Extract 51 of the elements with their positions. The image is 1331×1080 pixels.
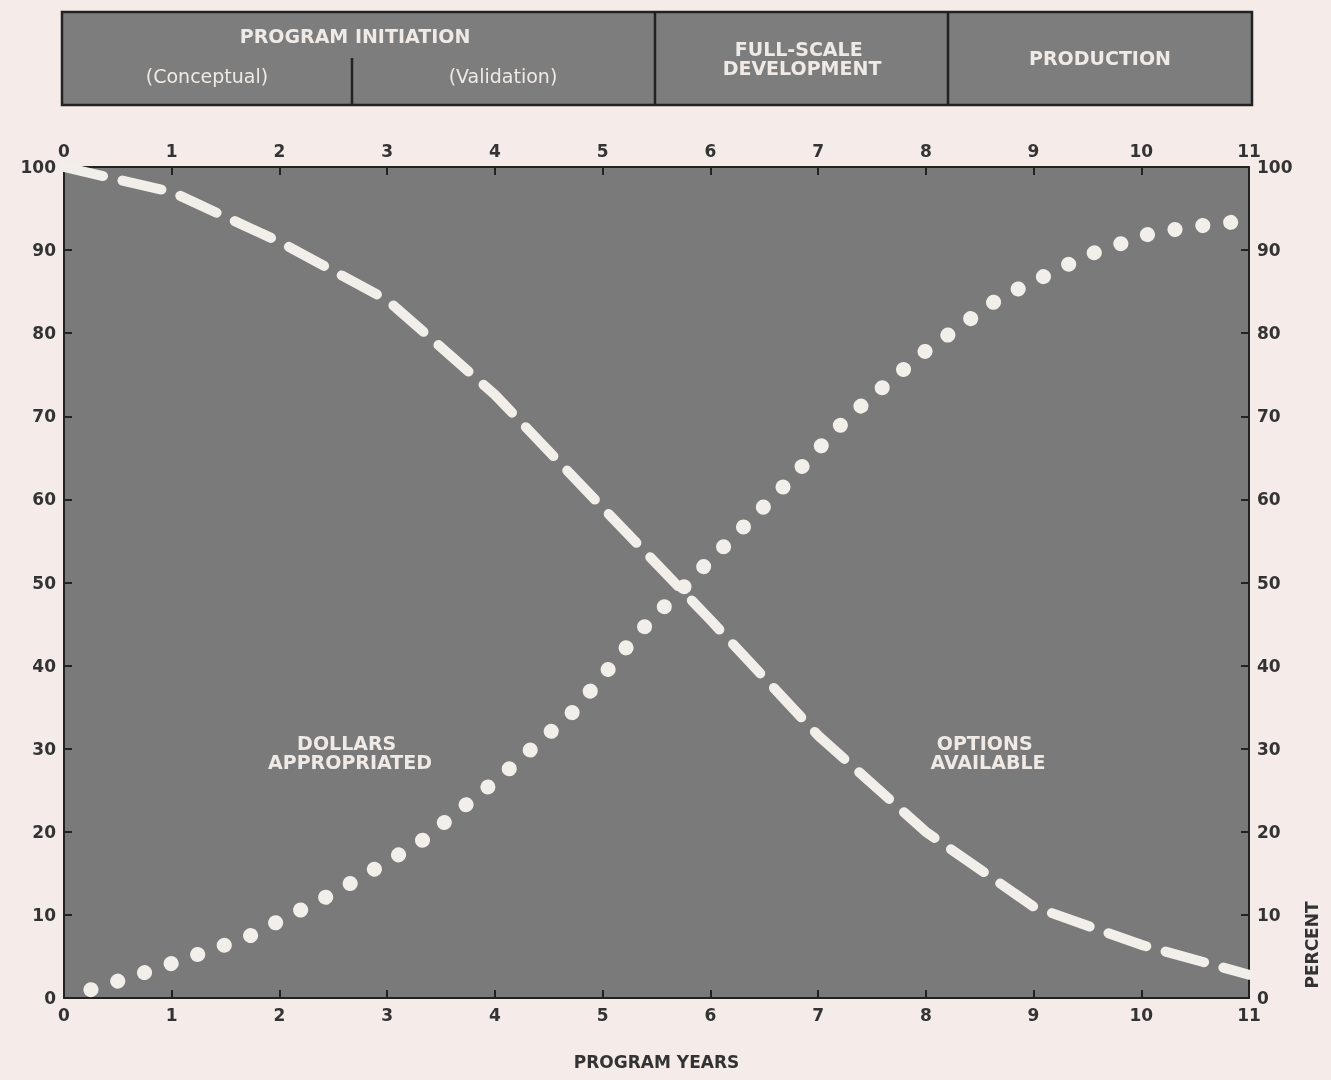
y-tick-label: 10 <box>32 904 57 925</box>
annotation: DOLLARS APPROPRIATED <box>268 731 432 773</box>
y-tick-label: 30 <box>32 738 57 759</box>
y2-tick-label: 10 <box>1257 904 1281 925</box>
x2-tick-label: 9 <box>1027 140 1040 161</box>
y2-tick-label: 60 <box>1257 489 1281 510</box>
x-tick-label: 7 <box>812 1004 825 1025</box>
x-tick-label: 1 <box>165 1004 178 1025</box>
y-tick-label: 20 <box>32 821 57 842</box>
y2-tick-label: 50 <box>1257 572 1281 593</box>
y-tick-label: 40 <box>32 655 57 676</box>
x-tick-label: 4 <box>488 1004 501 1025</box>
annotation: OPTIONS AVAILABLE <box>930 731 1046 773</box>
text: (Validation) <box>448 65 558 87</box>
text: (Conceptual) <box>145 65 269 87</box>
x-tick-label: 3 <box>381 1004 394 1025</box>
x2-tick-label: 3 <box>381 140 394 161</box>
x2-tick-label: 6 <box>704 140 717 161</box>
y-tick-label: 90 <box>32 240 57 261</box>
x2-tick-label: 5 <box>596 140 609 161</box>
x-tick-label: 0 <box>58 1004 71 1025</box>
x2-tick-label: 8 <box>919 140 932 161</box>
y-tick-label: 70 <box>32 406 57 427</box>
x2-tick-label: 7 <box>812 140 825 161</box>
text: PRODUCTION <box>1029 47 1171 69</box>
x-axis-title: PROGRAM YEARS <box>573 1051 740 1072</box>
y2-axis-title: PERCENT <box>1302 901 1322 989</box>
x-tick-label: 5 <box>596 1004 609 1025</box>
x2-tick-label: 0 <box>58 140 71 161</box>
x2-tick-label: 1 <box>165 140 178 161</box>
text: PROGRAM INITIATION <box>239 25 471 47</box>
x-tick-label: 10 <box>1129 1004 1154 1025</box>
x2-tick-label: 10 <box>1129 140 1154 161</box>
y2-tick-label: 20 <box>1257 821 1281 842</box>
y2-tick-label: 90 <box>1257 240 1281 261</box>
y-tick-label: 0 <box>44 988 57 1008</box>
y2-tick-label: 80 <box>1257 323 1281 344</box>
y-tick-label: 60 <box>32 489 57 510</box>
y-tick-label: 80 <box>32 323 57 344</box>
x2-tick-label: 2 <box>273 140 286 161</box>
text: FULL-SCALE DEVELOPMENT <box>722 37 882 79</box>
x-tick-label: 6 <box>704 1004 717 1025</box>
y2-tick-label: 30 <box>1257 738 1281 759</box>
y-tick-label: 50 <box>32 572 57 593</box>
x-tick-label: 9 <box>1027 1004 1040 1025</box>
y2-tick-label: 70 <box>1257 406 1281 427</box>
y2-tick-label: 40 <box>1257 655 1281 676</box>
x-tick-label: 2 <box>273 1004 286 1025</box>
x-tick-label: 8 <box>919 1004 932 1025</box>
y-tick-label: 100 <box>20 157 57 177</box>
x2-tick-label: 4 <box>488 140 501 161</box>
